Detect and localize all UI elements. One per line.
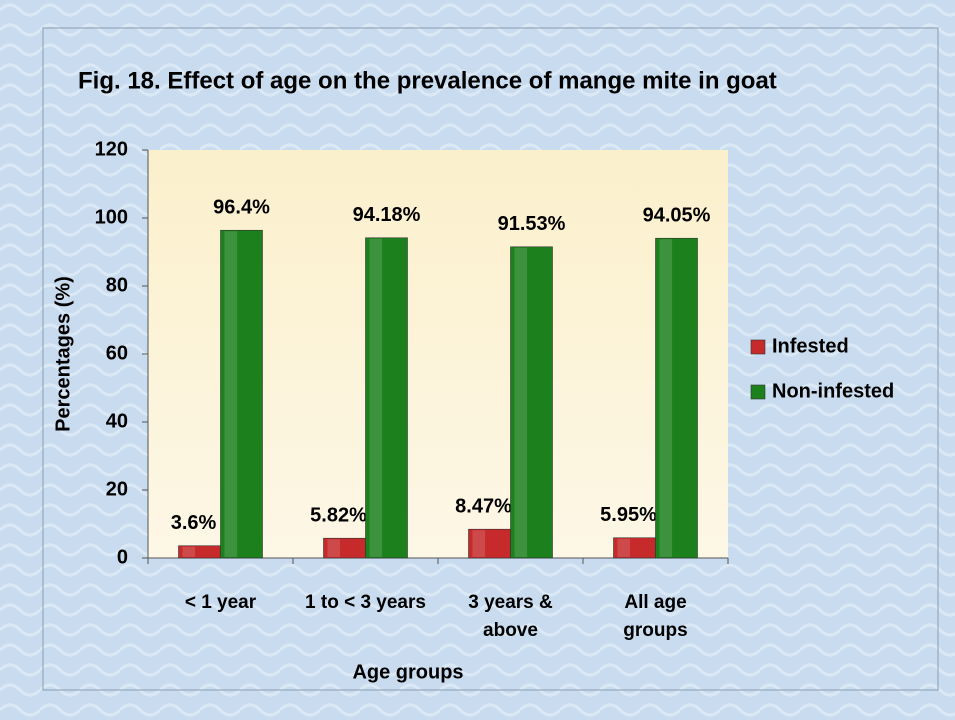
chart-title: Fig. 18. Effect of age on the prevalence… xyxy=(78,67,777,94)
bar-highlight xyxy=(182,546,196,557)
y-tick-label: 20 xyxy=(106,478,128,500)
x-tick-label: < 1 year xyxy=(185,592,257,613)
bar-highlight xyxy=(617,538,631,557)
value-label: 94.05% xyxy=(643,205,711,227)
value-label: 8.47% xyxy=(455,495,512,517)
value-label: 5.82% xyxy=(310,504,367,526)
y-tick-label: 100 xyxy=(95,206,128,228)
value-label: 96.4% xyxy=(213,197,270,219)
x-tick-label: 1 to < 3 years xyxy=(305,592,426,613)
bar xyxy=(655,237,698,559)
bar xyxy=(365,237,408,559)
value-label: 5.95% xyxy=(600,504,657,526)
legend-label: Infested xyxy=(772,335,849,357)
bar-highlight xyxy=(472,530,486,557)
y-axis-title: Percentages (%) xyxy=(52,276,74,432)
bar-highlight xyxy=(659,239,673,558)
bar xyxy=(468,528,511,559)
bar xyxy=(510,246,553,559)
bar-highlight xyxy=(369,238,383,557)
bar xyxy=(220,229,263,559)
bar-highlight xyxy=(327,539,341,557)
value-label: 91.53% xyxy=(498,213,566,235)
x-axis-title: Age groups xyxy=(352,661,463,683)
legend-swatch xyxy=(750,384,766,400)
y-tick-label: 80 xyxy=(106,274,128,296)
legend-label: Non-infested xyxy=(772,380,894,402)
x-tick-label: All age groups xyxy=(623,592,687,641)
bar-highlight xyxy=(224,231,238,558)
y-tick-label: 40 xyxy=(106,410,128,432)
y-tick-label: 0 xyxy=(117,546,128,568)
value-label: 94.18% xyxy=(353,204,421,226)
bar-highlight xyxy=(514,247,528,557)
y-tick-label: 60 xyxy=(106,342,128,364)
value-label: 3.6% xyxy=(171,512,217,534)
chart-frame xyxy=(42,27,939,691)
legend-swatch xyxy=(750,339,766,355)
x-tick-label: 3 years & above xyxy=(468,592,553,641)
y-tick-label: 120 xyxy=(95,138,128,160)
